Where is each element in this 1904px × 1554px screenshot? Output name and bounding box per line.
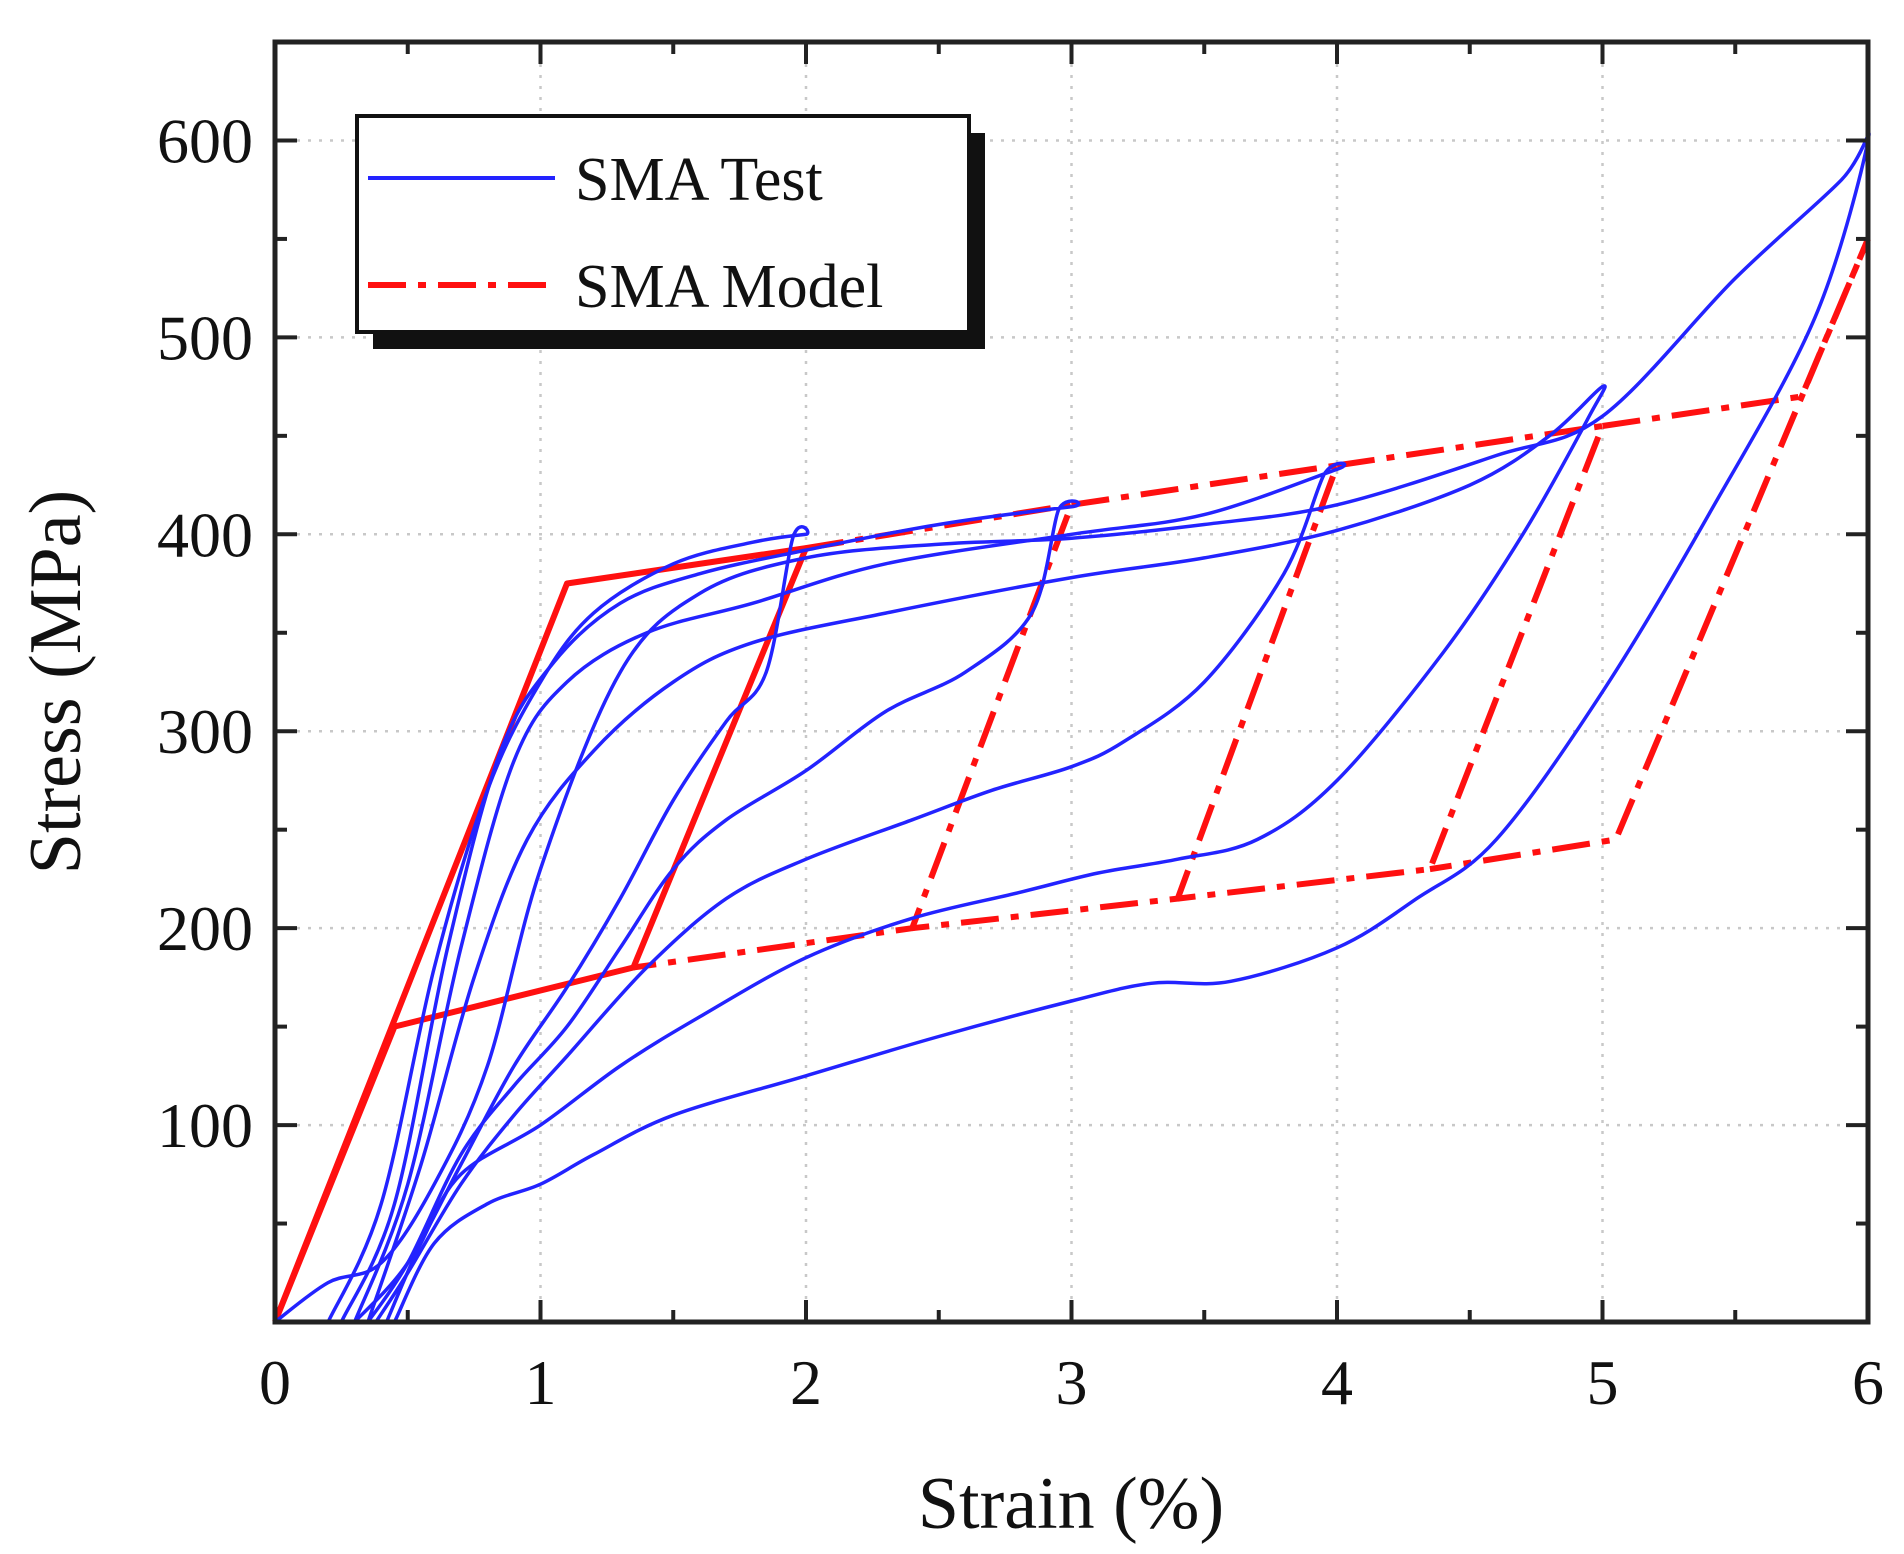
legend-model-label: SMA Model <box>575 253 883 321</box>
sma-model-loop-2 <box>632 501 1077 971</box>
x-tick-label-2: 2 <box>790 1347 822 1418</box>
x-tick-label-0: 0 <box>259 1347 291 1418</box>
legend: SMA Test SMA Model <box>355 114 985 349</box>
y-tick-label-400: 400 <box>157 499 253 570</box>
legend-box <box>355 114 971 334</box>
x-tick-label-6: 6 <box>1852 1347 1884 1418</box>
sma-test-loop-3 <box>352 461 1347 1324</box>
legend-test-label: SMA Test <box>575 146 823 214</box>
x-tick-label-3: 3 <box>1056 1347 1088 1418</box>
sma-model-loop-1 <box>272 545 809 1324</box>
x-tick-label-4: 4 <box>1321 1347 1353 1418</box>
sma-model-loop-4 <box>1177 422 1608 902</box>
y-tick-label-300: 300 <box>157 696 253 767</box>
sma-model-loop-3 <box>911 461 1342 932</box>
sma-model-loop-5 <box>1429 237 1871 873</box>
x-axis-title: Strain (%) <box>918 1463 1224 1545</box>
y-axis-title: Stress (MPa) <box>15 490 97 874</box>
x-tick-labels: 0 1 2 3 4 5 6 <box>259 1347 1884 1418</box>
y-tick-label-100: 100 <box>157 1090 253 1161</box>
sma-test-loop-2 <box>339 499 1081 1324</box>
sma-test-loop-4 <box>366 384 1607 1324</box>
y-tick-labels: 100 200 300 400 500 600 <box>157 105 253 1161</box>
y-tick-label-600: 600 <box>157 105 253 176</box>
y-tick-label-200: 200 <box>157 893 253 964</box>
y-tick-label-500: 500 <box>157 302 253 373</box>
x-tick-label-1: 1 <box>525 1347 557 1418</box>
sma-test-loop-1 <box>326 525 810 1324</box>
x-tick-label-5: 5 <box>1587 1347 1619 1418</box>
axis-ticks <box>273 40 1870 1322</box>
